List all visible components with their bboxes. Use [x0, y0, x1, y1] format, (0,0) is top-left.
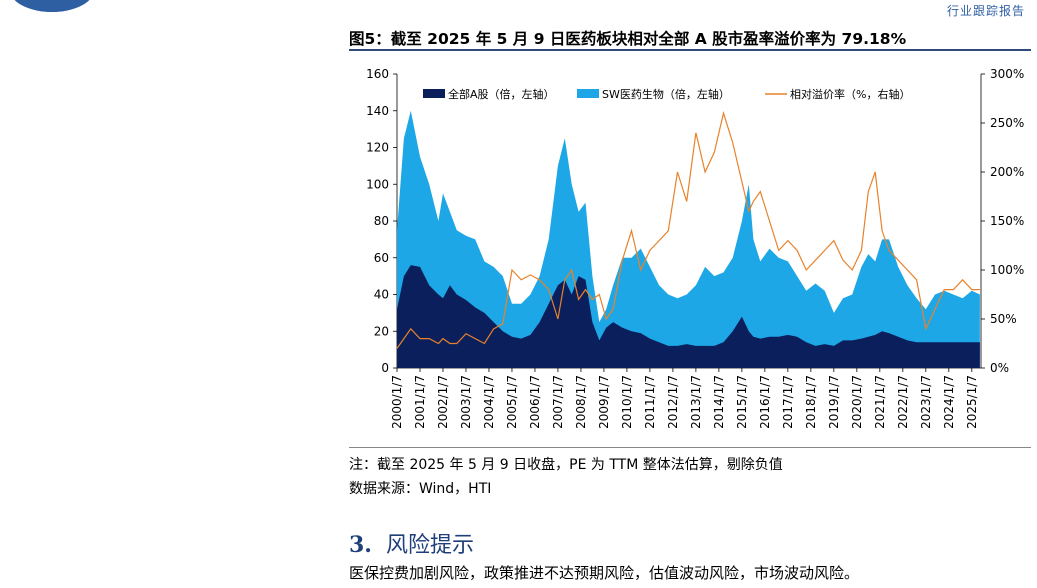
legend-label: 相对溢价率（%，右轴）	[790, 87, 910, 101]
x-axis-tick-label: 2023/1/7	[919, 375, 933, 429]
left-axis-tick-label: 40	[374, 288, 389, 302]
section-title: 风险提示	[385, 533, 474, 558]
right-axis-tick-label: 200%	[990, 165, 1024, 179]
x-axis-tick-label: 2015/1/7	[735, 375, 749, 429]
x-axis-tick-label: 2011/1/7	[643, 375, 657, 429]
sw-pharma-area	[397, 110, 980, 369]
x-axis-tick-label: 2020/1/7	[850, 375, 864, 429]
right-axis-tick-label: 150%	[990, 214, 1024, 228]
report-type-tag: 行业跟踪报告	[946, 4, 1025, 18]
x-axis-tick-label: 2003/1/7	[459, 375, 473, 429]
x-axis-tick-label: 2016/1/7	[758, 375, 772, 429]
x-axis-tick-label: 2013/1/7	[689, 375, 703, 429]
legend-swatch	[423, 89, 445, 98]
x-axis-tick-label: 2019/1/7	[827, 375, 841, 429]
x-axis-tick-label: 2025/1/7	[965, 375, 979, 429]
right-axis-tick-label: 300%	[990, 67, 1024, 81]
figure-title-rule	[349, 49, 1031, 51]
chart-legend: 全部A股（倍，左轴） SW医药生物（倍，左轴） 相对溢价率（%，右轴）	[423, 87, 910, 101]
x-axis-tick-label: 2002/1/7	[436, 375, 450, 429]
x-axis-tick-label: 2022/1/7	[896, 375, 910, 429]
line-series-layer	[396, 110, 980, 349]
left-axis-tick-label: 120	[366, 141, 389, 155]
all-a-share-area	[397, 265, 980, 368]
figure-note: 注：截至 2025 年 5 月 9 日收盘，PE 为 TTM 整体法估算，剔除负…	[349, 457, 783, 473]
risk-paragraph: 医保控费加剧风险，政策推进不达预期风险，估值波动风险，市场波动风险。	[349, 564, 860, 582]
x-axis-tick-label: 2024/1/7	[942, 375, 956, 429]
x-axis-tick-label: 2007/1/7	[551, 375, 565, 429]
relative-premium-line	[396, 110, 980, 349]
x-axis-tick-label: 2000/1/7	[390, 375, 404, 429]
x-axis-tick-label: 2012/1/7	[666, 375, 680, 429]
left-axis-tick-label: 0	[381, 361, 389, 375]
x-axis-tick-label: 2021/1/7	[873, 375, 887, 429]
right-axis-tick-label: 250%	[990, 116, 1024, 130]
figure-source: 数据来源：Wind，HTI	[349, 481, 492, 497]
x-axis-tick-label: 2006/1/7	[528, 375, 542, 429]
left-axis-tick-label: 60	[374, 251, 389, 265]
left-axis-tick-label: 160	[366, 67, 389, 81]
x-axis-tick-label: 2008/1/7	[574, 375, 588, 429]
left-axis-tick-label: 140	[366, 104, 389, 118]
left-axis-tick-label: 20	[374, 324, 389, 338]
x-axis-tick-label: 2001/1/7	[413, 375, 427, 429]
legend-label: 全部A股（倍，左轴）	[448, 87, 555, 101]
x-axis-tick-label: 2017/1/7	[781, 375, 795, 429]
left-axis-tick-label: 80	[374, 214, 389, 228]
legend-swatch	[577, 89, 599, 98]
x-axis-tick-label: 2018/1/7	[804, 375, 818, 429]
axes-layer: 0 20 40 60 80 100 120 140 160 0% 50% 100% 150% 200% 25…	[366, 67, 1024, 429]
x-axis-tick-label: 2004/1/7	[482, 375, 496, 429]
x-axis-tick-label: 2009/1/7	[597, 375, 611, 429]
left-axis-tick-label: 100	[366, 177, 389, 191]
legend-label: SW医药生物（倍，左轴）	[602, 87, 730, 101]
pe-premium-chart: 0 20 40 60 80 100 120 140 160 0% 50% 100% 150% 200% 25…	[366, 67, 1024, 429]
company-logo	[14, 0, 90, 12]
right-axis-tick-label: 0%	[990, 361, 1009, 375]
figure-bottom-rule	[349, 447, 1031, 448]
x-axis-tick-label: 2010/1/7	[620, 375, 634, 429]
x-axis-tick-label: 2005/1/7	[505, 375, 519, 429]
right-axis-tick-label: 50%	[990, 312, 1017, 326]
section-number: 3.	[349, 532, 372, 558]
right-axis-tick-label: 100%	[990, 263, 1024, 277]
section-heading: 3. 风险提示	[349, 527, 474, 559]
figure-title: 图5：截至 2025 年 5 月 9 日医药板块相对全部 A 股市盈率溢价率为 …	[349, 30, 907, 48]
x-axis-tick-label: 2014/1/7	[712, 375, 726, 429]
area-series-layer	[397, 110, 980, 369]
